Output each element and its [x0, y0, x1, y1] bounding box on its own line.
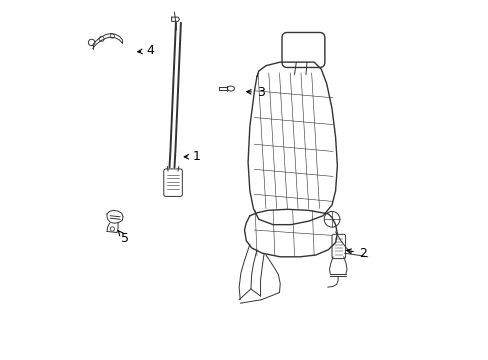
Text: 2: 2 [346, 247, 366, 260]
Text: 1: 1 [184, 150, 200, 163]
Circle shape [324, 211, 339, 227]
FancyBboxPatch shape [331, 234, 345, 258]
FancyBboxPatch shape [163, 169, 182, 197]
Circle shape [99, 36, 104, 41]
Text: 5: 5 [118, 231, 129, 246]
Circle shape [88, 39, 95, 46]
Circle shape [110, 34, 114, 38]
Ellipse shape [227, 86, 234, 91]
Text: 3: 3 [246, 86, 264, 99]
FancyBboxPatch shape [282, 32, 324, 67]
Text: 4: 4 [138, 44, 154, 57]
Circle shape [110, 227, 114, 231]
